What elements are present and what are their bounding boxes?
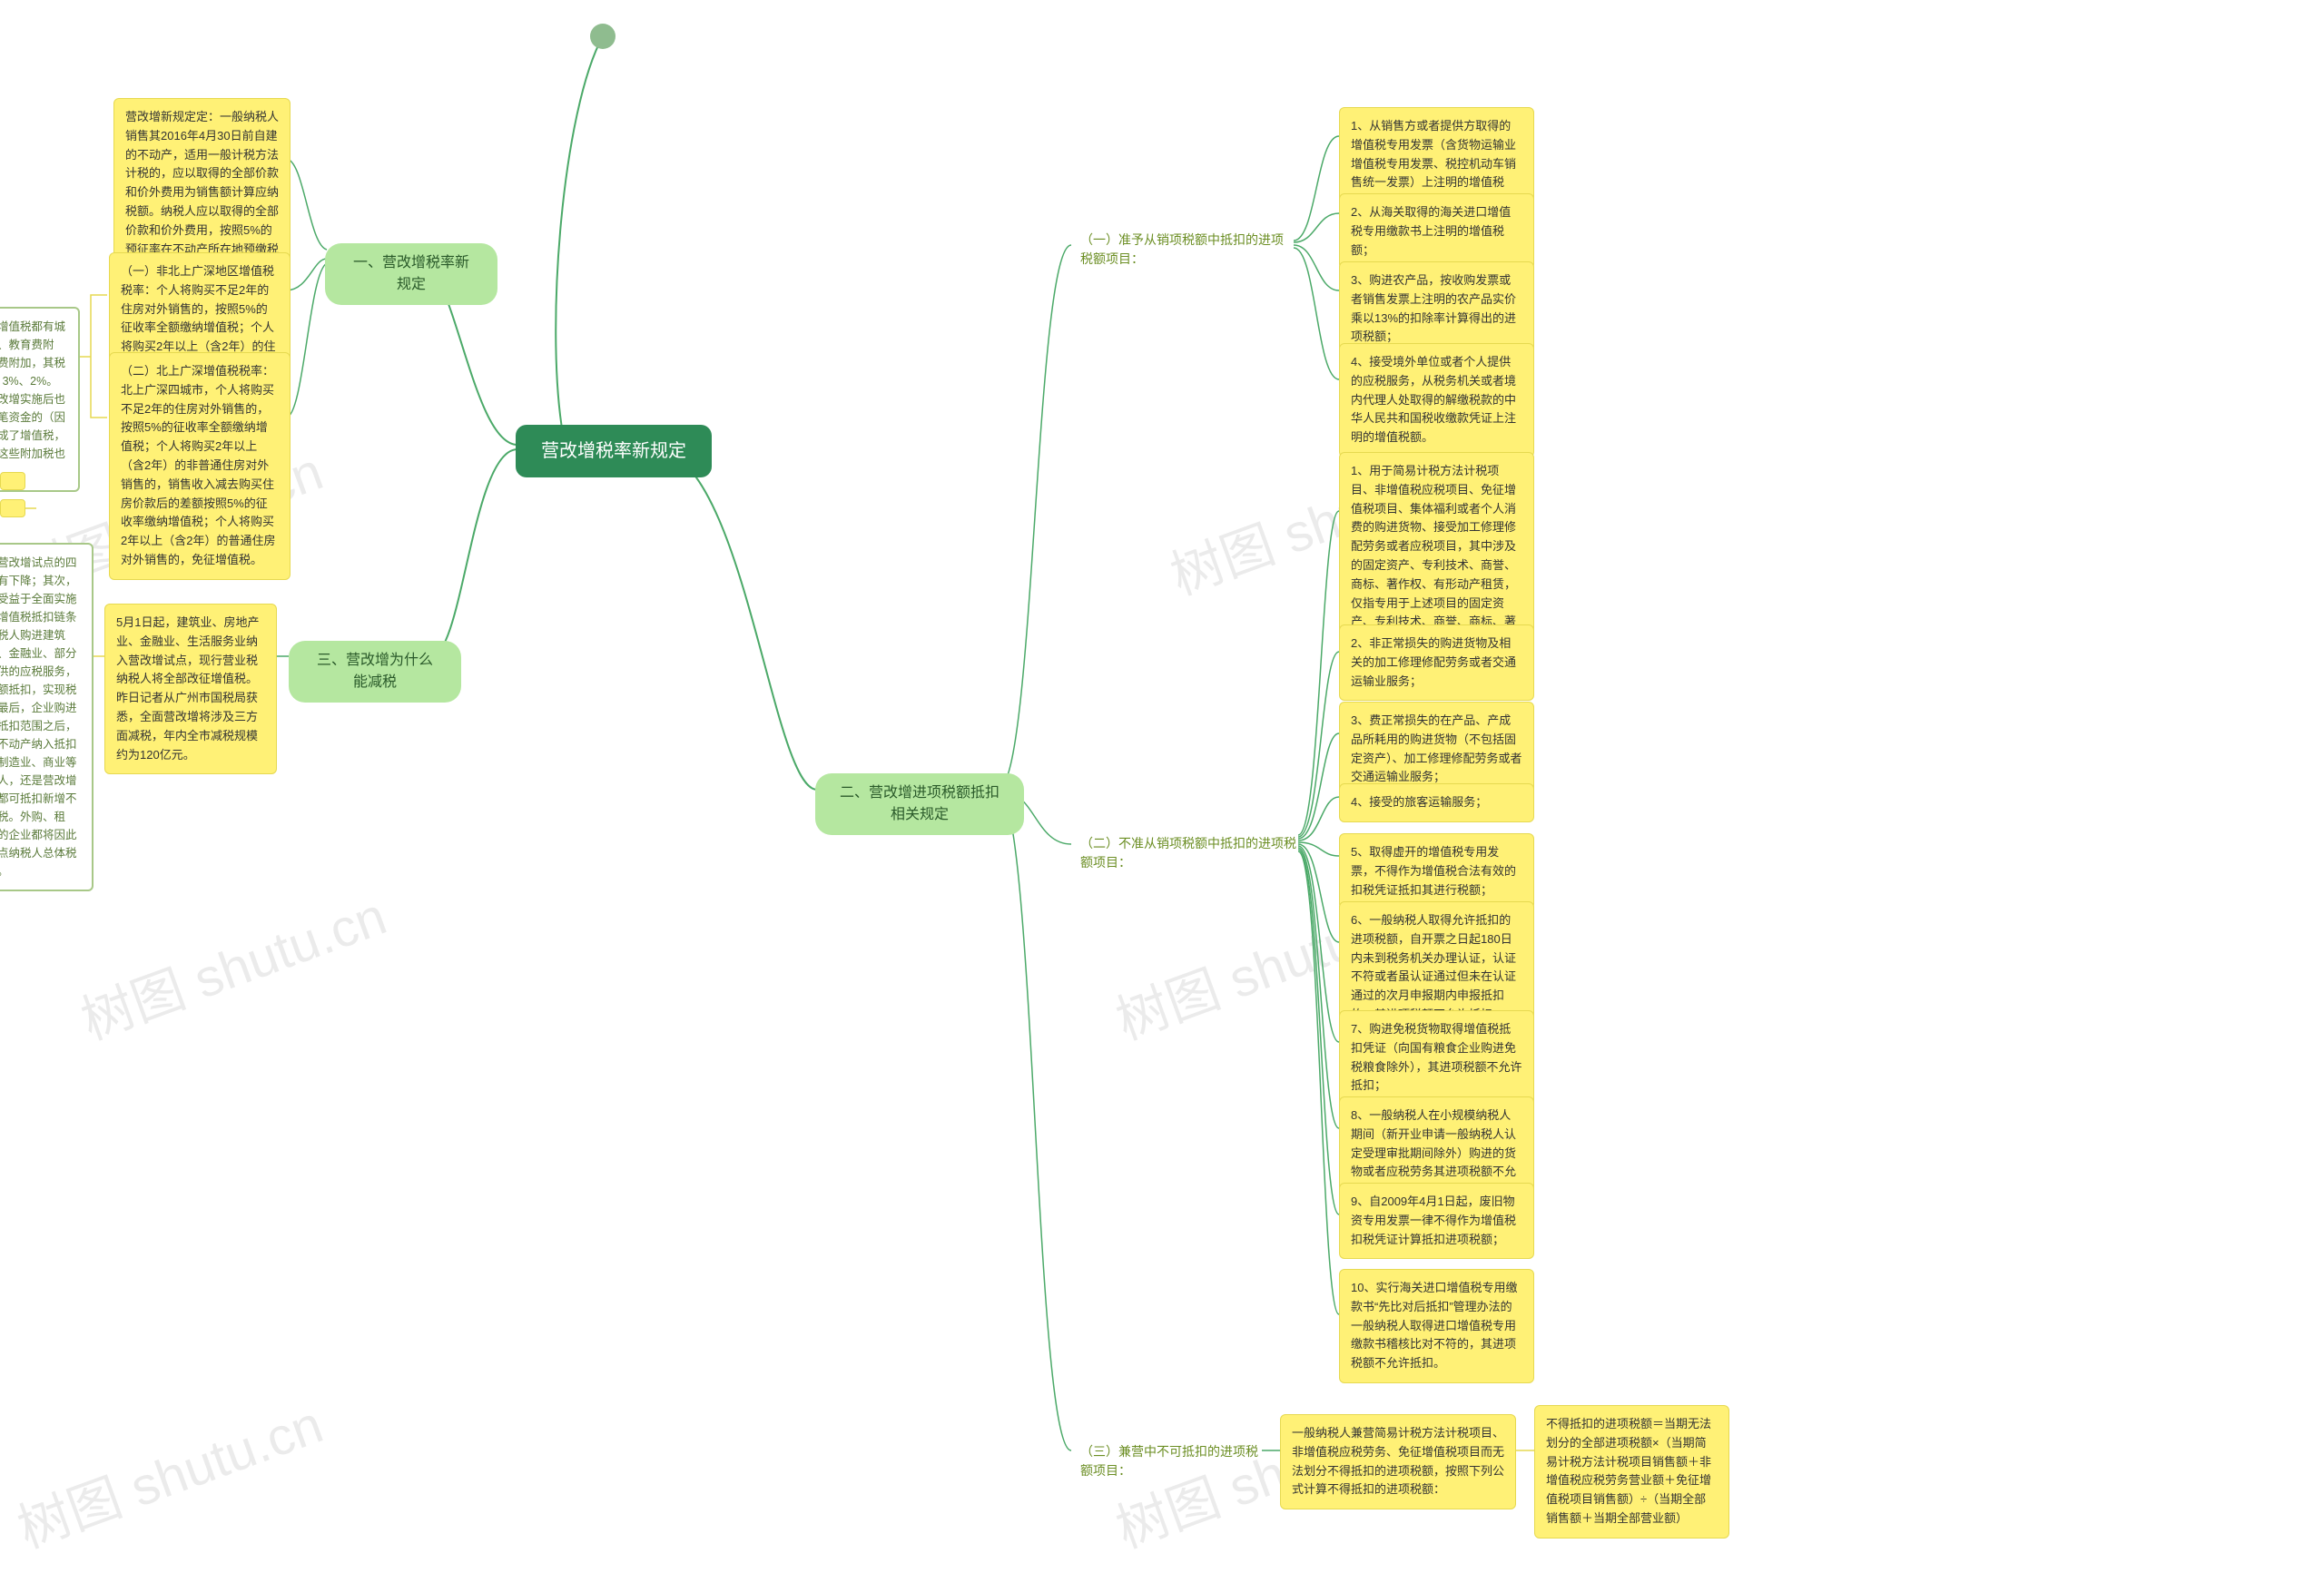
branch3-detail: 首先，新纳入营改增试点的四大行业税负均有下降；其次，原增值税行业受益于全面实施营… bbox=[0, 543, 94, 891]
subB-item-2: 2、非正常损失的购进货物及相关的加工修理修配劳务或者交通运输业服务； bbox=[1339, 624, 1534, 701]
branch1-note: 注：营业税与增值税都有城市维护建设税、教育费附加、地方教育费附加，其税率分别为7… bbox=[0, 307, 80, 492]
subB-item-4: 4、接受的旅客运输服务； bbox=[1339, 783, 1534, 822]
watermark: 树图 shutu.cn bbox=[5, 1381, 331, 1562]
mini-box-2 bbox=[0, 499, 25, 517]
branch2-subC[interactable]: （三）兼营中不可抵扣的进项税额项目： bbox=[1071, 1437, 1271, 1486]
watermark: 树图 shutu.cn bbox=[69, 873, 395, 1054]
branch3-summary: 5月1日起，建筑业、房地产业、金融业、生活服务业纳入营改增试点，现行营业税纳税人… bbox=[104, 604, 277, 774]
subB-item-9: 9、自2009年4月1日起，废旧物资专用发票一律不得作为增值税扣税凭证计算抵扣进… bbox=[1339, 1183, 1534, 1259]
branch-1[interactable]: 一、营改增税率新规定 bbox=[325, 243, 497, 305]
subA-item-2: 2、从海关取得的海关进口增值税专用缴款书上注明的增值税额； bbox=[1339, 193, 1534, 270]
subB-item-7: 7、购进免税货物取得增值税抵扣凭证（向国有粮食企业购进免税粮食除外），其进项税额… bbox=[1339, 1010, 1534, 1106]
branch2-subB[interactable]: （二）不准从销项税额中抵扣的进项税额项目： bbox=[1071, 829, 1307, 878]
branch-3[interactable]: 三、营改增为什么能减税 bbox=[289, 641, 461, 703]
subA-item-4: 4、接受境外单位或者个人提供的应税服务，从税务机关或者境内代理人处取得的解缴税款… bbox=[1339, 343, 1534, 457]
subC-formula: 不得抵扣的进项税额＝当期无法划分的全部进项税额×（当期简易计税方法计税项目销售额… bbox=[1534, 1405, 1729, 1539]
subC-detail: 一般纳税人兼营简易计税方法计税项目、非增值税应税劳务、免征增值税项目而无法划分不… bbox=[1280, 1414, 1516, 1509]
subB-item-5: 5、取得虚开的增值税专用发票，不得作为增值税合法有效的扣税凭证抵扣其进行税额； bbox=[1339, 833, 1534, 909]
subB-item-10: 10、实行海关进口增值税专用缴款书“先比对后抵扣”管理办法的一般纳税人取得进口增… bbox=[1339, 1269, 1534, 1383]
mini-box-1 bbox=[0, 472, 25, 490]
root-node[interactable]: 营改增税率新规定 bbox=[516, 425, 712, 477]
seed-dot bbox=[590, 24, 615, 49]
branch-2[interactable]: 二、营改增进项税额抵扣相关规定 bbox=[815, 773, 1024, 835]
branch2-subA[interactable]: （一）准予从销项税额中抵扣的进项税额项目： bbox=[1071, 225, 1298, 274]
branch1-sub2: （二）北上广深增值税税率：北上广深四城市，个人将购买不足2年的住房对外销售的，按… bbox=[109, 352, 290, 580]
